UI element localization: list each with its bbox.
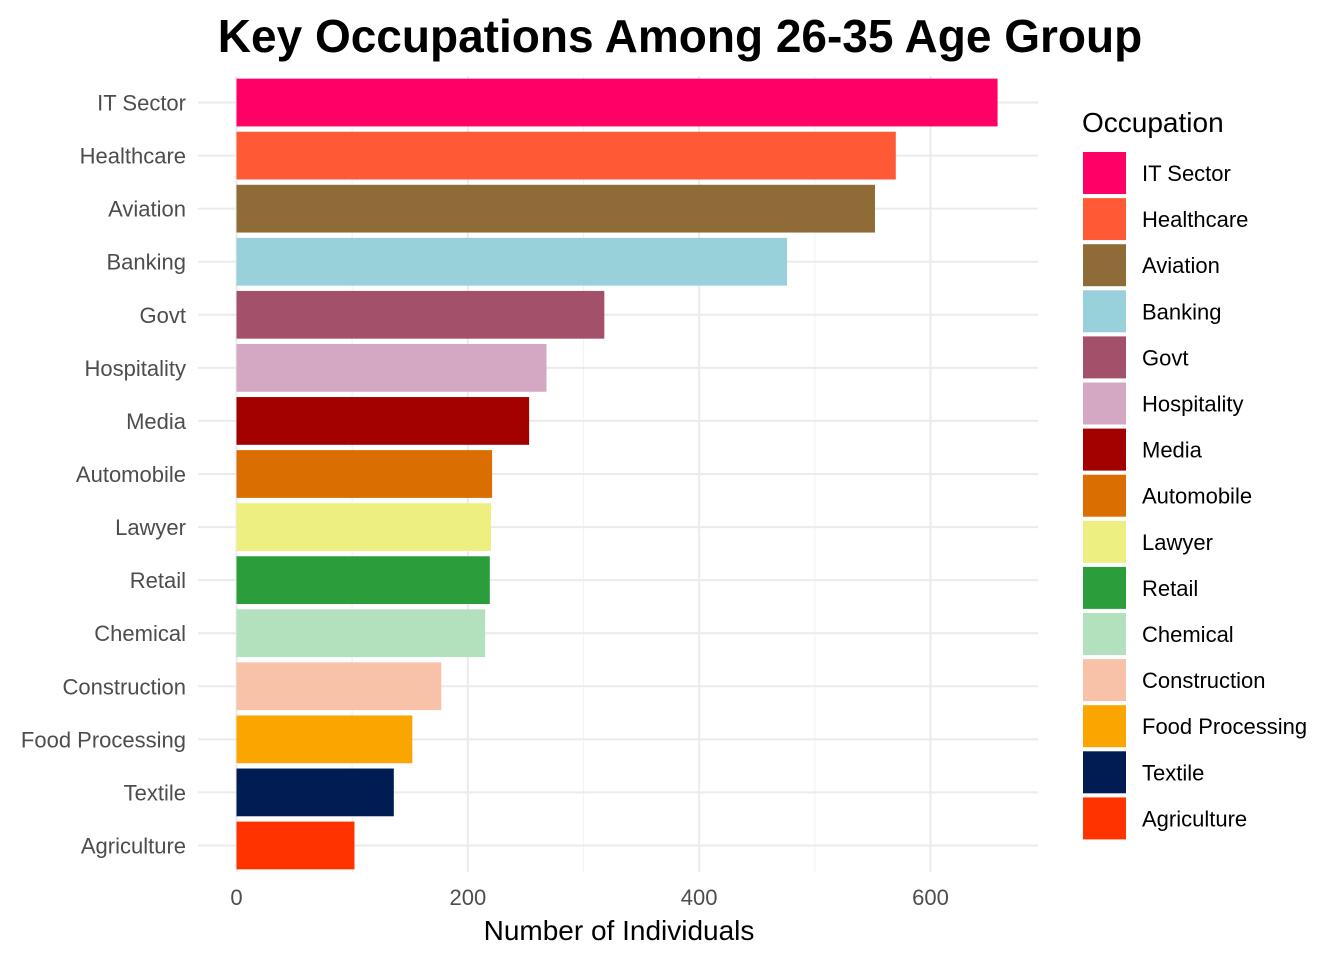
legend-label: Media	[1142, 438, 1203, 463]
x-axis-title: Number of Individuals	[484, 915, 755, 946]
legend-label: Agriculture	[1142, 806, 1247, 831]
bar	[236, 343, 547, 392]
legend-key	[1083, 336, 1126, 379]
legend-key	[1083, 428, 1126, 471]
bar	[236, 609, 486, 658]
legend-key	[1083, 474, 1126, 517]
category-label: Healthcare	[80, 144, 186, 169]
bar	[236, 556, 490, 605]
legend-label: Retail	[1142, 576, 1198, 601]
x-tick-label: 600	[912, 885, 949, 910]
bar	[236, 184, 875, 233]
legend-key	[1083, 290, 1126, 333]
bar	[236, 662, 442, 711]
legend-key	[1083, 198, 1126, 241]
category-label: Automobile	[76, 462, 186, 487]
legend-key	[1083, 797, 1126, 840]
bar	[236, 821, 355, 870]
legend: Occupation IT Sector Healthcare Aviation Ba…	[1082, 107, 1307, 840]
bar	[236, 397, 530, 445]
legend-key	[1083, 152, 1126, 194]
legend-key	[1083, 520, 1126, 563]
legend-label: Chemical	[1142, 622, 1234, 647]
category-label: Construction	[62, 674, 186, 699]
category-label: Hospitality	[85, 356, 186, 381]
category-label: Govt	[140, 303, 186, 328]
x-tick-label: 400	[681, 885, 718, 910]
legend-label: Govt	[1142, 345, 1188, 370]
legend-key	[1083, 613, 1126, 655]
legend-label: Aviation	[1142, 253, 1220, 278]
legend-label: Healthcare	[1142, 207, 1248, 232]
x-tick-labels: 0 200 400 600	[230, 885, 948, 910]
category-label: IT Sector	[97, 91, 186, 116]
x-tick-label: 200	[449, 885, 486, 910]
legend-key	[1083, 751, 1126, 794]
bar	[236, 450, 493, 498]
legend-label: Lawyer	[1142, 530, 1213, 555]
bars	[236, 78, 998, 870]
legend-key	[1083, 382, 1126, 425]
category-label: Textile	[124, 780, 186, 805]
legend-key	[1083, 566, 1126, 609]
legend-label: Food Processing	[1142, 714, 1307, 739]
bar	[236, 131, 896, 180]
legend-label: IT Sector	[1142, 161, 1231, 186]
bar	[236, 503, 491, 551]
legend-label: Textile	[1142, 760, 1204, 785]
bar	[236, 715, 413, 764]
bar	[236, 768, 394, 817]
category-label: Media	[126, 409, 187, 434]
legend-key	[1083, 244, 1126, 287]
category-label: Agriculture	[81, 833, 186, 858]
bar	[236, 290, 605, 339]
category-label: Banking	[106, 250, 186, 275]
x-tick-label: 0	[230, 885, 242, 910]
category-labels: IT Sector Healthcare Aviation Banking Govt Ho…	[21, 91, 187, 859]
bar	[236, 237, 788, 286]
legend-key	[1083, 659, 1126, 702]
legend-label: Hospitality	[1142, 392, 1243, 417]
legend-label: Construction	[1142, 668, 1266, 693]
legend-label: Automobile	[1142, 484, 1252, 509]
bar	[236, 78, 998, 127]
legend-title: Occupation	[1082, 107, 1224, 138]
chart-title: Key Occupations Among 26-35 Age Group	[218, 10, 1142, 62]
legend-label: Banking	[1142, 299, 1222, 324]
legend-key	[1083, 705, 1126, 748]
category-label: Lawyer	[115, 515, 186, 540]
category-label: Retail	[130, 568, 186, 593]
category-label: Aviation	[108, 197, 186, 222]
category-label: Chemical	[94, 621, 186, 646]
category-label: Food Processing	[21, 727, 186, 752]
